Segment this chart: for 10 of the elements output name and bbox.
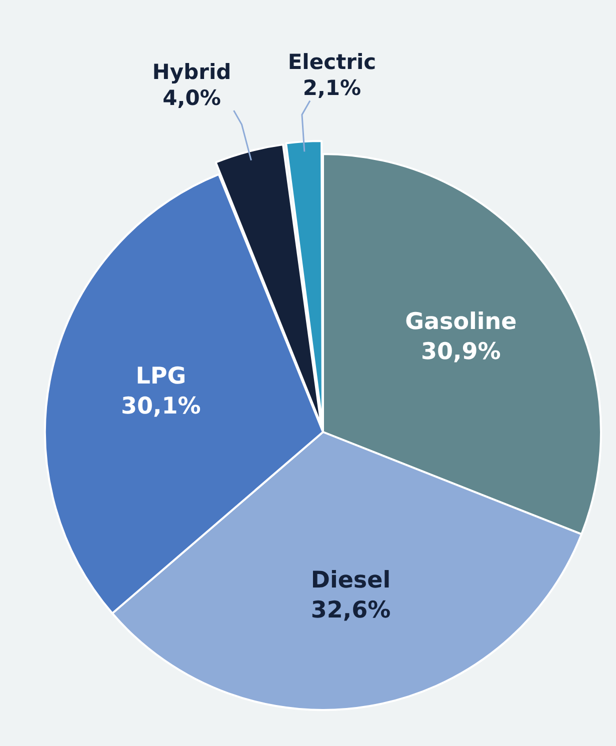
data-label: 30,1%	[121, 394, 201, 420]
slice-label: Electric	[288, 50, 376, 74]
data-label: 32,6%	[310, 597, 391, 624]
data-label: 2,1%	[302, 76, 362, 100]
data-label: 30,9%	[421, 339, 501, 366]
slice-label: Diesel	[310, 567, 391, 594]
slice-label: Hybrid	[152, 60, 232, 84]
slice-label: LPG	[136, 364, 186, 390]
slice-label: Gasoline	[405, 309, 517, 336]
data-label: 4,0%	[162, 86, 221, 110]
